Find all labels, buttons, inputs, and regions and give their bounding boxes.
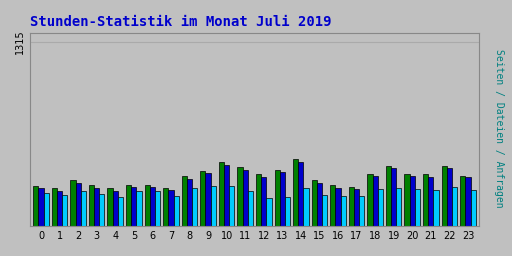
Bar (274, 170, 280, 226)
Bar (224, 165, 229, 226)
Bar (330, 185, 335, 226)
Bar (359, 196, 365, 226)
Bar (410, 176, 415, 226)
Bar (136, 191, 142, 226)
Text: Seiten / Dateien / Anfragen: Seiten / Dateien / Anfragen (494, 49, 504, 207)
Bar (168, 190, 174, 226)
Bar (441, 166, 447, 226)
Bar (243, 170, 248, 226)
Bar (108, 188, 113, 226)
Bar (187, 178, 192, 226)
Bar (367, 174, 373, 226)
Bar (229, 186, 234, 226)
Bar (57, 191, 62, 226)
Bar (434, 190, 439, 226)
Bar (248, 191, 253, 226)
Bar (44, 193, 49, 226)
Bar (33, 186, 38, 226)
Bar (205, 173, 210, 226)
Bar (415, 189, 420, 226)
Bar (404, 174, 410, 226)
Bar (192, 188, 197, 226)
Bar (81, 191, 86, 226)
Bar (460, 176, 465, 226)
Bar (266, 198, 271, 226)
Bar (471, 190, 476, 226)
Bar (317, 183, 322, 226)
Bar (210, 186, 216, 226)
Bar (62, 195, 68, 226)
Bar (312, 180, 317, 226)
Bar (386, 166, 391, 226)
Bar (155, 191, 160, 226)
Bar (163, 188, 168, 226)
Bar (335, 188, 340, 226)
Bar (182, 176, 187, 226)
Bar (423, 174, 428, 226)
Bar (447, 168, 452, 226)
Text: Stunden-Statistik im Monat Juli 2019: Stunden-Statistik im Monat Juli 2019 (30, 15, 331, 29)
Bar (304, 188, 309, 226)
Bar (219, 162, 224, 226)
Bar (322, 195, 327, 226)
Bar (293, 159, 298, 226)
Bar (38, 188, 44, 226)
Bar (378, 189, 383, 226)
Bar (174, 196, 179, 226)
Bar (391, 168, 396, 226)
Bar (89, 185, 94, 226)
Bar (150, 187, 155, 226)
Bar (465, 177, 471, 226)
Bar (238, 167, 243, 226)
Bar (200, 171, 205, 226)
Bar (52, 188, 57, 226)
Bar (126, 185, 131, 226)
Bar (118, 197, 123, 226)
Bar (452, 187, 457, 226)
Bar (285, 197, 290, 226)
Bar (340, 196, 346, 226)
Bar (131, 187, 136, 226)
Bar (261, 177, 266, 226)
Bar (256, 174, 261, 226)
Bar (354, 189, 359, 226)
Bar (94, 188, 99, 226)
Bar (113, 191, 118, 226)
Bar (428, 177, 434, 226)
Bar (280, 172, 285, 226)
Bar (99, 194, 104, 226)
Bar (298, 162, 304, 226)
Bar (349, 187, 354, 226)
Bar (76, 184, 81, 226)
Bar (396, 188, 401, 226)
Bar (144, 185, 150, 226)
Bar (373, 176, 378, 226)
Bar (70, 180, 76, 226)
